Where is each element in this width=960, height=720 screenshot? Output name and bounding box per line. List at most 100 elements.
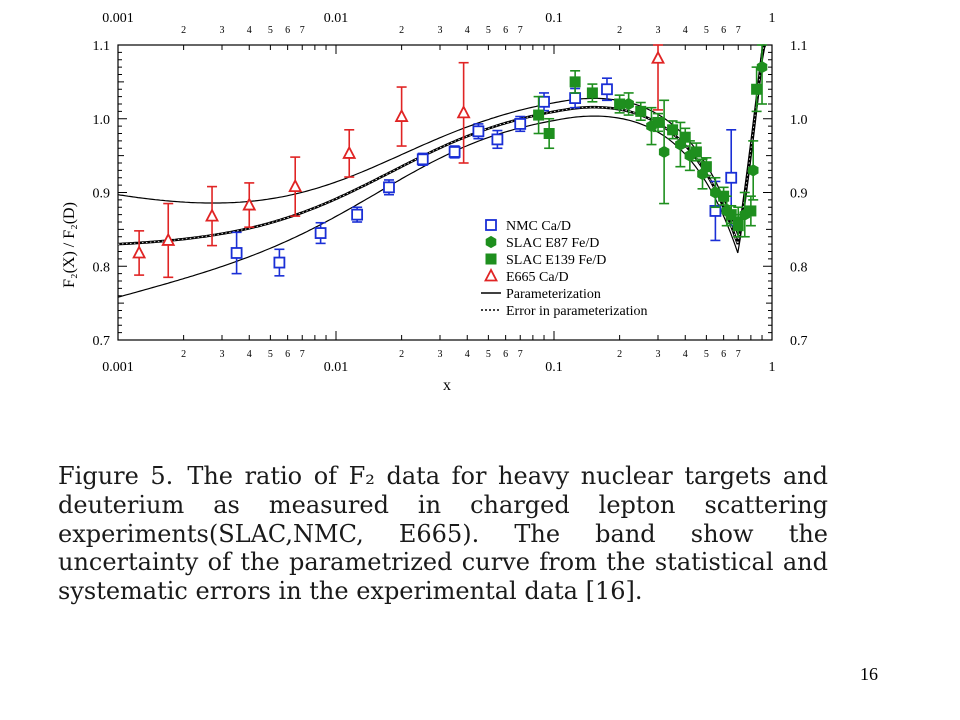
point-slac-e139-fe-d [718,190,730,202]
x-tick-label-top: 0.01 [324,11,349,26]
point-nmc-ca-d [383,181,395,194]
y-tick-label-right: 0.9 [790,187,808,202]
legend-marker-slac-e87-fe-d [485,235,497,249]
point-slac-e139-fe-d [679,131,691,143]
y-axis-label: F₂(X) / F₂(D) [61,202,78,288]
point-e665-ca-d [132,245,147,259]
figure-caption: Figure 5. The ratio of F₂ data for heavy … [58,462,828,606]
x-minor-label-top: 2 [399,25,404,36]
point-slac-e139-fe-d [543,128,555,139]
point-e665-ca-d [205,208,220,222]
legend-label-slac-e139-fe-d: SLAC E139 Fe/D [506,253,606,268]
x-minor-label-top: 5 [486,25,491,36]
plot-border [117,44,773,341]
legend-marker-nmc-ca-d [485,219,497,231]
x-minor-label-top: 2 [617,25,622,36]
y-tick-label-left: 0.8 [93,260,111,275]
point-slac-e139-fe-d [745,205,757,217]
x-minor-label-bottom: 3 [656,349,661,360]
point-slac-e87-fe-d [623,97,634,111]
point-e665-ca-d [242,197,257,211]
legend-label-parameterization: Parameterization [506,287,601,302]
x-minor-label-top: 3 [438,25,443,36]
point-e665-ca-d [288,178,303,193]
x-axis: 2233445566772233445566772233445566770.00… [102,11,775,375]
x-minor-label-top: 7 [300,25,305,36]
x-minor-label-top: 6 [503,25,508,36]
x-minor-label-top: 4 [683,25,688,36]
point-e665-ca-d [394,108,409,122]
y-tick-label-left: 1.0 [93,113,111,128]
x-minor-label-top: 3 [656,25,661,36]
x-tick-label-bottom: 0.01 [324,360,349,375]
point-slac-e139-fe-d [732,220,744,232]
plot-frame [117,44,773,341]
legend-label-error-band: Error in parameterization [506,304,647,319]
error-band-upper-curve [117,44,766,236]
x-minor-label-bottom: 5 [268,349,273,360]
point-nmc-ca-d [725,171,738,184]
x-minor-label-top: 4 [465,25,470,36]
point-slac-e139-fe-d [569,76,581,88]
x-minor-label-bottom: 6 [285,349,290,360]
x-minor-label-bottom: 4 [683,349,688,360]
x-minor-label-top: 2 [181,25,186,36]
data-points [132,44,768,279]
error-dotted-overlay [117,44,766,245]
point-nmc-ca-d [601,83,613,96]
point-slac-e139-fe-d [635,105,647,117]
x-tick-label-bottom: 0.001 [102,360,134,375]
legend-label-slac-e87-fe-d: SLAC E87 Fe/D [506,236,599,251]
point-slac-e139-fe-d [700,161,712,173]
point-slac-e139-fe-d [533,109,545,121]
point-nmc-ca-d [448,146,461,158]
x-minor-label-bottom: 2 [399,349,404,360]
x-minor-label-bottom: 3 [438,349,443,360]
point-e665-ca-d [456,104,471,119]
x-minor-label-bottom: 6 [503,349,508,360]
x-minor-label-bottom: 2 [617,349,622,360]
point-nmc-ca-d [351,208,364,221]
point-slac-e87-fe-d [747,164,759,177]
x-minor-label-bottom: 7 [518,349,523,360]
x-minor-label-top: 5 [268,25,273,36]
point-slac-e139-fe-d [751,83,763,95]
legend-marker-slac-e139-fe-d [485,253,497,265]
y-tick-label-left: 1.1 [93,39,111,54]
point-slac-e139-fe-d [652,116,664,128]
y-tick-label-left: 0.7 [93,334,111,349]
point-nmc-ca-d [569,92,582,104]
legend-label-nmc-ca-d: NMC Ca/D [506,219,571,234]
x-minor-label-top: 6 [721,25,726,36]
x-minor-label-top: 4 [247,25,252,36]
point-e665-ca-d [342,145,357,159]
x-minor-label-top: 7 [736,25,741,36]
x-minor-label-bottom: 4 [247,349,252,360]
x-minor-label-bottom: 2 [181,349,186,360]
x-tick-label-top: 0.1 [545,11,563,26]
point-nmc-ca-d [314,227,327,239]
point-e665-ca-d [651,50,665,64]
legend-label-e665-ca-d: E665 Ca/D [506,270,569,285]
point-e665-ca-d [161,232,176,246]
y-tick-label-right: 0.8 [790,260,808,275]
point-nmc-ca-d [230,247,243,259]
x-minor-label-top: 5 [704,25,709,36]
x-axis-label: x [443,377,451,394]
point-nmc-ca-d [273,256,286,269]
fit-curves [117,44,767,298]
y-tick-label-right: 1.1 [790,39,808,54]
point-slac-e87-fe-d [658,145,670,158]
x-minor-label-top: 6 [285,25,290,36]
y-tick-label-left: 0.9 [93,187,111,202]
legend: NMC Ca/D SLAC E87 Fe/D SLAC E139 Fe/D E665 … [481,219,647,319]
point-nmc-ca-d [538,95,550,108]
chart: 2233445566772233445566772233445566770.00… [61,11,808,394]
point-slac-e139-fe-d [586,87,598,99]
x-minor-label-top: 7 [518,25,523,36]
point-nmc-ca-d [416,153,429,166]
y-tick-label-right: 0.7 [790,334,808,349]
y-tick-label-right: 1.0 [790,113,808,128]
x-minor-label-bottom: 7 [300,349,305,360]
caption-text: The ratio of F₂ data for heavy nuclear t… [58,462,828,606]
